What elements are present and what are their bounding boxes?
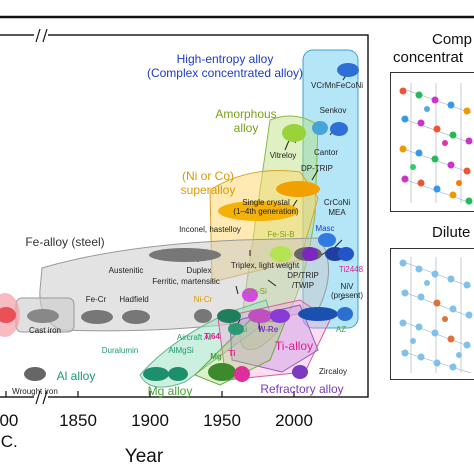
label-hadfield: Hadfield <box>119 295 149 304</box>
amorphous-alloy: alloy <box>233 121 259 135</box>
label-generation: (1–4th generation) <box>233 207 299 216</box>
label-dp-trip: DP-TRIP <box>301 164 333 173</box>
label-duralumin: Duralumin <box>101 346 139 355</box>
hea-title: High-entropy alloy <box>176 52 274 66</box>
plot-frame <box>0 34 369 398</box>
label-cast-iron: Cast iron <box>28 326 62 335</box>
label-mea: MEA <box>328 208 346 217</box>
label-ferritic: Ferritic, martensitic <box>152 277 220 286</box>
label-austenitic: Austenitic <box>108 266 144 275</box>
label-cantor: Cantor <box>313 148 339 157</box>
markers-superalloy <box>218 181 320 221</box>
label-fe-cr: Fe-Cr <box>85 295 107 304</box>
complex-lattice-panel <box>390 72 474 212</box>
axis-break-top <box>34 28 48 43</box>
bc-fragment: .C. <box>0 432 18 451</box>
label-niv: NiV <box>340 282 354 291</box>
label-au-si: Au-Si <box>247 287 267 296</box>
superalloy-ni-co: (Ni or Co) <box>181 169 235 183</box>
x-ticks <box>5 391 295 397</box>
label-zircaloy: Zircaloy <box>318 367 348 376</box>
label-ti2448: Ti2448 <box>338 265 364 274</box>
panel-top-title-1: Comp <box>432 31 473 48</box>
label-twip: /TWIP <box>291 281 315 290</box>
markers-amorphous <box>270 124 306 262</box>
label-masc: Masc <box>315 224 335 233</box>
label-ti64: Ti64 <box>204 332 220 341</box>
x-axis-title: Year <box>124 446 164 467</box>
complex-lattice <box>399 83 473 205</box>
label-crconi: CrCoNi <box>323 198 351 207</box>
markers-misc <box>0 247 354 382</box>
label-duplex: Duplex <box>186 266 212 275</box>
label-al-li: Al-Li <box>230 325 248 334</box>
label-almgsi: AlMgSi <box>168 346 194 355</box>
markers-fe <box>24 247 322 381</box>
label-present: (present) <box>330 291 364 300</box>
panel-top-title-2: concentrat <box>393 49 464 66</box>
label-dp-trip-twip: DP/TRIP <box>287 271 319 280</box>
superalloy-title: superalloy <box>180 183 236 197</box>
label-triplex: Triplex, light weight <box>230 261 300 270</box>
label-ti: Ti <box>228 349 236 358</box>
label-wrought-iron: Wrought iron <box>12 387 58 396</box>
markers-al <box>143 309 244 381</box>
ti-alloy-title: Ti-alloy <box>274 339 314 353</box>
label-vcrmnfeconi: VCrMnFeCoNi <box>310 81 364 90</box>
label-aircraft-al: Aircraft Al <box>176 333 212 342</box>
refractory-title: Refractory alloy <box>260 382 344 396</box>
label-az: AZ <box>335 325 347 334</box>
mg-alloy-title: Mg alloy <box>147 384 193 398</box>
dilute-lattice <box>399 257 473 374</box>
dilute-lattice-panel <box>390 248 474 380</box>
amorphous-title: Amorphous <box>215 107 277 121</box>
tick-label-0: 000 <box>0 411 19 430</box>
refractory-region <box>229 304 319 373</box>
label-vitreloy: Vitreloy <box>269 151 297 160</box>
tick-label-2000: 2000 <box>275 411 313 430</box>
panel-bottom-title: Dilute <box>432 224 471 241</box>
label-mg: Mg <box>210 352 222 361</box>
al-alloy-title: Al alloy <box>56 369 96 383</box>
fe-alloy-title: Fe-alloy (steel) <box>25 235 105 249</box>
axis-break-bottom <box>34 390 48 405</box>
label-inconel: Inconel, hastelloy <box>179 225 241 234</box>
tick-label-1900: 1900 <box>131 411 169 430</box>
label-single-crystal: Single crystal <box>242 198 290 207</box>
label-ni-cr: Ni-Cr <box>193 295 213 304</box>
tick-label-1850: 1850 <box>59 411 97 430</box>
hea-subtitle: (Complex concentrated alloy) <box>146 66 304 80</box>
tick-label-1950: 1950 <box>203 411 241 430</box>
label-fe-si-b: Fe-Si-B <box>267 230 295 239</box>
markers-hea <box>312 63 359 247</box>
label-senkov: Senkov <box>319 106 347 115</box>
label-w-re: W-Re <box>257 325 279 334</box>
